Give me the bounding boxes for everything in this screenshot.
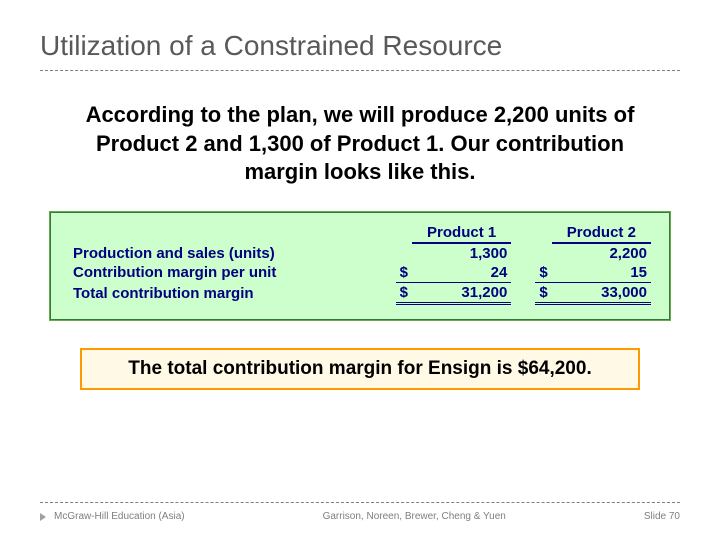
slide-title: Utilization of a Constrained Resource xyxy=(40,30,680,62)
row-label: Production and sales (units) xyxy=(69,243,372,263)
cell-value: 2,200 xyxy=(552,243,651,263)
dollar-sign: $ xyxy=(535,282,551,303)
table-row: Contribution margin per unit $ 24 $ 15 xyxy=(69,263,651,283)
cell-value: 31,200 xyxy=(412,282,511,303)
title-divider xyxy=(40,70,680,71)
cell-value: 24 xyxy=(412,263,511,283)
presentation-slide: Utilization of a Constrained Resource Ac… xyxy=(0,0,720,540)
footer-divider xyxy=(40,502,680,503)
contribution-table-block: Product 1 Product 2 Production and sales… xyxy=(50,212,670,320)
table-corner-blank xyxy=(69,223,372,243)
cell-value: 1,300 xyxy=(412,243,511,263)
slide-body-text: According to the plan, we will produce 2… xyxy=(70,101,650,187)
row-label: Contribution margin per unit xyxy=(69,263,372,283)
dollar-sign: $ xyxy=(396,263,412,283)
footer-left-text: McGraw-Hill Education (Asia) xyxy=(54,511,185,522)
cell-value: 15 xyxy=(552,263,651,283)
summary-callout: The total contribution margin for Ensign… xyxy=(80,348,640,390)
dollar-sign: $ xyxy=(396,282,412,303)
contribution-table: Product 1 Product 2 Production and sales… xyxy=(69,223,651,305)
slide-number: 70 xyxy=(669,511,680,522)
slide-footer: McGraw-Hill Education (Asia) Garrison, N… xyxy=(40,502,680,522)
footer-center-text: Garrison, Noreen, Brewer, Cheng & Yuen xyxy=(185,511,644,522)
table-header-row: Product 1 Product 2 xyxy=(69,223,651,243)
cell-value: 33,000 xyxy=(552,282,651,303)
column-head-product-1: Product 1 xyxy=(412,223,511,243)
table-row: Total contribution margin $ 31,200 $ 33,… xyxy=(69,282,651,303)
table-row: Production and sales (units) 1,300 2,200 xyxy=(69,243,651,263)
footer-marker-icon xyxy=(40,513,46,521)
slide-label: Slide xyxy=(644,511,666,522)
dollar-sign: $ xyxy=(535,263,551,283)
row-label: Total contribution margin xyxy=(69,282,372,303)
footer-right-text: Slide 70 xyxy=(644,511,680,522)
column-head-product-2: Product 2 xyxy=(552,223,651,243)
